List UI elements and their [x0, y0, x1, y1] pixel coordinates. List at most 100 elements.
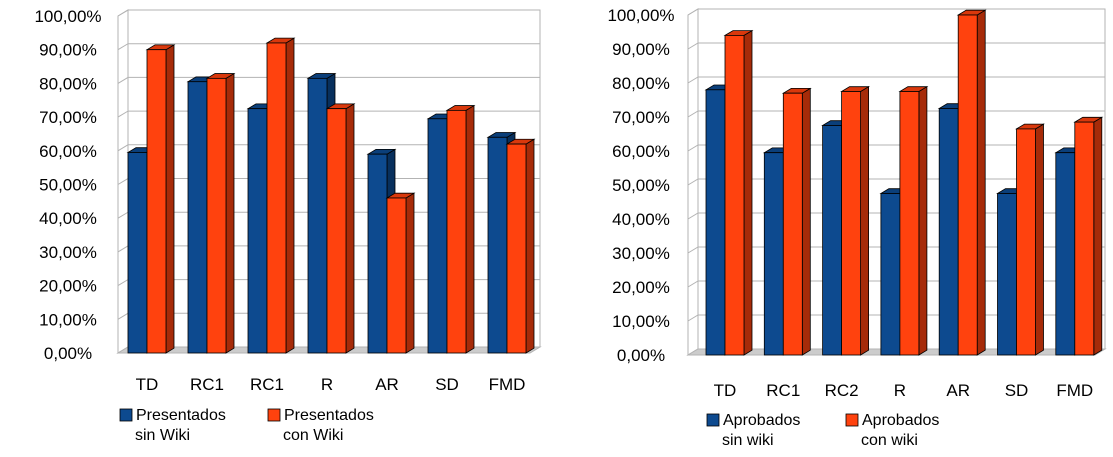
legend-swatch: [845, 413, 859, 427]
bar-front: [782, 92, 803, 356]
y-tick-label: 0,00%: [617, 346, 665, 365]
gridline: [117, 43, 540, 51]
bars-layer: [704, 9, 1104, 356]
gridline: [117, 9, 540, 17]
x-tick-label: R: [894, 381, 906, 400]
bar-front: [705, 89, 726, 356]
bars-layer: [126, 37, 536, 354]
x-tick-label: RC1: [190, 375, 224, 394]
x-tick-label: AR: [375, 375, 399, 394]
x-tick-label: AR: [946, 381, 970, 400]
bar-front: [880, 193, 901, 356]
bar: [1073, 116, 1104, 356]
bar-side: [976, 9, 986, 356]
x-tick-label: RC1: [766, 381, 800, 400]
legend-swatch: [706, 413, 720, 427]
bar: [145, 44, 176, 354]
y-tick-label: 30,00%: [612, 244, 670, 263]
bar-front: [367, 153, 388, 354]
legend-label: con Wiki: [283, 427, 343, 444]
bar-front: [266, 42, 287, 354]
legend-label: Presentados: [284, 407, 374, 424]
chart-presentados: 0,00% 10,00% 20,00% 30,00% 40,00% 50,00% 60,00…: [0, 0, 556, 457]
legend-label: Aprobados: [862, 412, 939, 429]
y-tick-label: 60,00%: [612, 142, 670, 161]
gridline: [687, 8, 1105, 16]
x-tick-label: R: [321, 375, 333, 394]
y-tick-label: 30,00%: [39, 243, 97, 262]
bar-front: [822, 125, 843, 356]
bar-front: [487, 136, 508, 354]
y-tick-label: 100,00%: [607, 6, 674, 25]
bar: [265, 37, 296, 354]
y-tick-label: 100,00%: [34, 7, 101, 26]
bar: [781, 87, 812, 356]
legend-swatch: [267, 408, 281, 422]
bar-front: [724, 35, 745, 356]
bar-front: [841, 91, 862, 356]
y-tick-label: 40,00%: [612, 210, 670, 229]
y-tick-label: 80,00%: [39, 74, 97, 93]
x-tick-label: FMD: [489, 375, 526, 394]
gridline: [117, 110, 540, 118]
x-tick-label: SD: [435, 375, 459, 394]
bar-front: [899, 91, 920, 356]
y-tick-label: 40,00%: [39, 209, 97, 228]
bar-side: [345, 103, 355, 354]
bar-side: [1093, 116, 1103, 356]
y-tick-label: 10,00%: [612, 312, 670, 331]
y-tick-label: 50,00%: [612, 176, 670, 195]
y-tick-label: 90,00%: [39, 41, 97, 60]
bar-front: [938, 108, 959, 356]
y-tick-label: 50,00%: [39, 176, 97, 195]
bar: [956, 9, 987, 356]
bar-side: [918, 85, 928, 356]
bar-front: [206, 77, 227, 354]
bar-front: [307, 77, 328, 354]
bar: [325, 103, 356, 354]
legend-label: sin wiki: [722, 432, 774, 449]
bar-side: [405, 192, 415, 354]
legend-label: Presentados: [136, 407, 226, 424]
legend-label: sin Wiki: [135, 427, 190, 444]
x-tick-label: RC2: [825, 381, 859, 400]
bar: [205, 72, 236, 354]
bar-front: [1016, 128, 1036, 356]
y-tick-label: 80,00%: [612, 74, 670, 93]
bar-side: [465, 104, 475, 354]
bar-front: [187, 81, 208, 354]
y-tick-label: 20,00%: [612, 278, 670, 297]
bar: [1015, 123, 1045, 356]
bar-side: [225, 72, 235, 354]
bar: [445, 104, 476, 354]
chart-aprobados-svg: 0,00% 10,00% 20,00% 30,00% 40,00% 50,00% 60,00…: [607, 6, 1107, 449]
bar: [505, 138, 536, 354]
x-tick-label: FMD: [1056, 381, 1093, 400]
bar: [840, 85, 871, 356]
bar-front: [247, 108, 268, 354]
bar-side: [743, 29, 753, 356]
bar-front: [326, 108, 347, 354]
bar-side: [165, 44, 175, 354]
bar-front: [446, 109, 467, 354]
legend-label: Aprobados: [723, 412, 800, 429]
bar: [898, 85, 929, 356]
bar-side: [860, 85, 870, 356]
bar-side: [801, 87, 811, 356]
bar-front: [427, 118, 448, 354]
y-tick-label: 10,00%: [39, 310, 97, 329]
legend-swatch: [119, 408, 133, 422]
x-tick-label: TD: [136, 375, 159, 394]
bar-side: [285, 37, 295, 354]
bar: [723, 29, 754, 356]
legend-label: con wiki: [861, 432, 918, 449]
bar-side: [525, 138, 535, 354]
x-tick-label: RC1: [250, 375, 284, 394]
bar-side: [1035, 123, 1044, 356]
x-tick-label: TD: [714, 381, 737, 400]
y-tick-label: 60,00%: [39, 142, 97, 161]
y-tick-label: 20,00%: [39, 277, 97, 296]
chart-presentados-svg: 0,00% 10,00% 20,00% 30,00% 40,00% 50,00% 60,00…: [34, 7, 542, 444]
bar: [385, 192, 416, 354]
bar-front: [957, 14, 978, 356]
